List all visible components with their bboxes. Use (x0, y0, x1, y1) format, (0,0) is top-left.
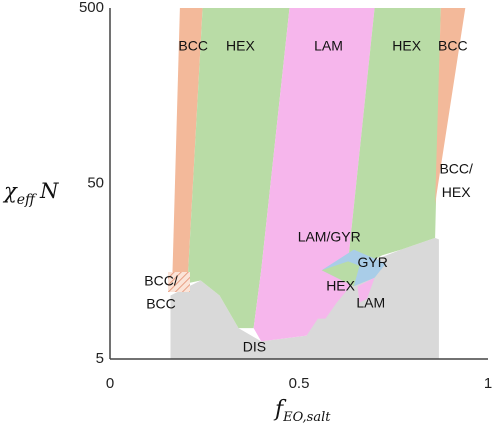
hex-center-region (321, 261, 360, 287)
region-label: BCC (178, 38, 208, 54)
y-tick-label: 50 (87, 174, 104, 191)
y-tick-label: 5 (96, 350, 104, 367)
region-label: BCC/ (144, 272, 178, 288)
bcc-hatch-patch (168, 272, 190, 292)
lam-center-region (357, 277, 375, 303)
region-label: LAM (356, 295, 385, 311)
region-label: HEX (442, 184, 471, 200)
region-label: HEX (392, 38, 421, 54)
axes (109, 8, 488, 360)
y-tick-label: 500 (79, 0, 104, 16)
region-label: HEX (326, 278, 355, 294)
y-axis-title-sub: eff (17, 192, 37, 208)
hex-right-region (348, 8, 441, 262)
region-label: LAM/GYR (298, 229, 361, 245)
x-tick-label: 0.5 (289, 375, 310, 392)
region-label: HEX (226, 38, 255, 54)
region-label: DIS (243, 338, 266, 354)
x-axis-title-sub: EO,salt (282, 410, 331, 425)
x-axis-title: fEO,salt (273, 397, 331, 425)
region-label: BCC (146, 295, 176, 311)
region-label: BCC (438, 38, 468, 54)
bcc-right-region (435, 8, 466, 205)
y-axis-title-tail: N (39, 179, 59, 203)
hex-left-region (187, 8, 290, 329)
x-tick-label: 0 (106, 375, 114, 392)
region-label: LAM (314, 38, 343, 54)
bcc-left-region (172, 8, 203, 284)
region-labels: BCC HEX LAM HEX BCCBCC/HEXLAM/GYRGYRHEXLAMBC… (144, 38, 473, 355)
tick-labels: 0 0.5 1 5 50 500 (79, 0, 492, 392)
y-axis-title: χeff N (2, 179, 59, 208)
phase-regions (170, 8, 466, 359)
y-axis-title-main: χ (2, 179, 18, 203)
region-label: BCC/ (439, 160, 473, 176)
x-tick-label: 1 (484, 375, 492, 392)
region-label: GYR (358, 254, 388, 270)
